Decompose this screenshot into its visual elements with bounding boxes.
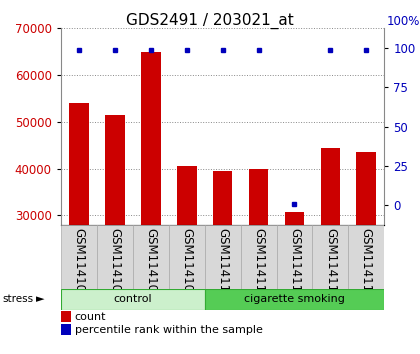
- Text: GSM114108: GSM114108: [144, 228, 157, 299]
- Bar: [320, 148, 340, 354]
- Text: ►: ►: [36, 294, 44, 304]
- Text: GSM114107: GSM114107: [108, 228, 121, 299]
- Bar: [97, 225, 133, 289]
- Text: GSM114110: GSM114110: [216, 228, 229, 299]
- Text: GSM114111: GSM114111: [252, 228, 265, 299]
- Bar: [276, 225, 312, 289]
- Text: cigarette smoking: cigarette smoking: [244, 294, 345, 304]
- Bar: [241, 225, 276, 289]
- Text: count: count: [75, 312, 106, 322]
- Bar: [312, 225, 348, 289]
- Bar: [61, 289, 205, 310]
- Text: GSM114113: GSM114113: [324, 228, 337, 299]
- Text: control: control: [113, 294, 152, 304]
- Bar: [169, 225, 205, 289]
- Bar: [61, 225, 97, 289]
- Text: GSM114112: GSM114112: [288, 228, 301, 299]
- Bar: [357, 152, 376, 354]
- Text: GDS2491 / 203021_at: GDS2491 / 203021_at: [126, 12, 294, 29]
- Bar: [348, 225, 384, 289]
- Bar: [249, 169, 268, 354]
- Text: stress: stress: [2, 294, 33, 304]
- Text: GSM114106: GSM114106: [72, 228, 85, 299]
- Text: GSM114109: GSM114109: [180, 228, 193, 299]
- Bar: [177, 166, 197, 354]
- Bar: [205, 225, 241, 289]
- Bar: [141, 52, 160, 354]
- Text: 100%: 100%: [387, 15, 420, 28]
- Bar: [205, 289, 384, 310]
- Text: percentile rank within the sample: percentile rank within the sample: [75, 325, 262, 335]
- Bar: [133, 225, 169, 289]
- Bar: [69, 103, 89, 354]
- Bar: [285, 212, 304, 354]
- Bar: [213, 171, 233, 354]
- Bar: [105, 115, 125, 354]
- Text: GSM114114: GSM114114: [360, 228, 373, 299]
